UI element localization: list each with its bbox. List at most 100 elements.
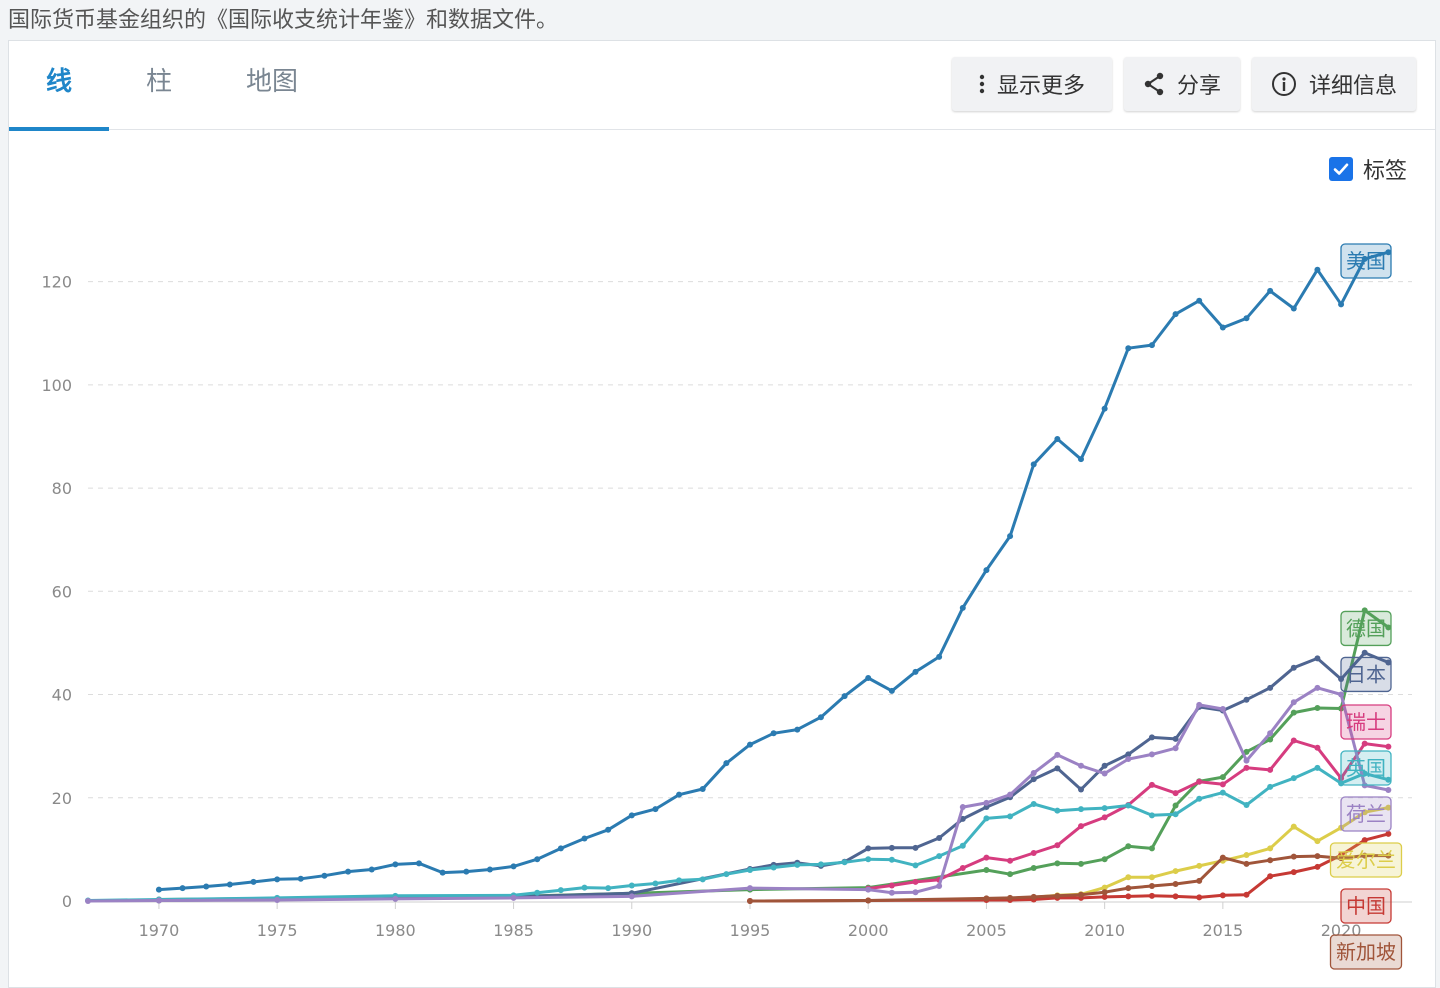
data-point: [1338, 691, 1345, 698]
data-point: [912, 862, 919, 869]
data-point: [155, 886, 162, 893]
data-point: [1314, 704, 1321, 711]
data-point: [1148, 751, 1155, 758]
data-point: [936, 853, 943, 860]
series-label: 荷兰: [1346, 802, 1386, 826]
data-point: [1101, 814, 1108, 821]
data-point: [1101, 856, 1108, 863]
data-point: [747, 867, 753, 874]
series-label-box: [1340, 656, 1392, 693]
data-point: [1314, 764, 1321, 771]
data-point: [912, 889, 919, 896]
tab-bar[interactable]: 柱: [145, 67, 172, 97]
data-point: [1125, 345, 1132, 352]
share-button[interactable]: 分享: [1124, 57, 1240, 111]
data-point: [1078, 891, 1084, 898]
data-point: [1101, 893, 1108, 900]
data-point: [1385, 249, 1392, 256]
data-point: [983, 867, 990, 874]
series-label: 英国: [1346, 756, 1386, 780]
data-point: [983, 895, 990, 902]
labels-toggle[interactable]: 标签: [1328, 153, 1407, 185]
data-point: [747, 885, 753, 892]
data-point: [486, 866, 493, 873]
data-point: [959, 842, 966, 849]
labels-checkbox[interactable]: [1328, 157, 1353, 181]
data-point: [581, 884, 588, 891]
data-point: [1148, 734, 1155, 741]
x-tick-label: 1995: [730, 921, 771, 940]
data-point: [983, 567, 990, 574]
data-point: [1172, 745, 1179, 752]
show-more-button[interactable]: 显示更多: [952, 57, 1112, 111]
share-label: 分享: [1176, 74, 1221, 99]
data-point: [1054, 765, 1061, 772]
data-point: [1101, 405, 1108, 412]
data-point: [1219, 789, 1226, 796]
data-point: [1361, 852, 1368, 859]
data-point: [1054, 436, 1061, 443]
data-point: [1172, 868, 1179, 875]
series-line: [749, 854, 1389, 903]
data-point: [1290, 775, 1297, 782]
data-point: [1054, 892, 1061, 899]
data-point: [1125, 893, 1132, 900]
data-point: [1078, 786, 1084, 793]
series-label-box: [1340, 610, 1392, 647]
data-point: [85, 898, 91, 904]
x-tick-label: 2015: [1202, 921, 1243, 940]
chart-panel: 线 柱 地图 显示更多 分享 详细信息 标签: [8, 40, 1436, 988]
x-tick-label: 1980: [375, 921, 416, 940]
data-point: [747, 898, 753, 904]
data-point: [1219, 854, 1226, 861]
data-point: [1361, 837, 1368, 844]
data-point: [1290, 664, 1297, 671]
data-point: [1172, 893, 1179, 900]
series-line: [158, 250, 1389, 892]
data-point: [1196, 894, 1203, 901]
data-point: [865, 845, 872, 852]
data-point: [817, 861, 824, 868]
data-point: [983, 804, 990, 811]
tab-line[interactable]: 线: [9, 41, 109, 131]
data-point: [297, 875, 304, 882]
data-point: [581, 835, 588, 842]
series-line: [158, 608, 1390, 901]
data-point: [368, 866, 375, 873]
series-label-box: [1340, 243, 1392, 279]
data-point: [1101, 889, 1108, 896]
data-point: [1219, 324, 1226, 331]
data-point: [1219, 892, 1226, 899]
data-point: [699, 876, 706, 883]
data-point: [321, 872, 328, 879]
data-point: [794, 861, 801, 868]
data-point: [1172, 311, 1179, 318]
x-tick-label: 1985: [493, 921, 534, 940]
data-point: [1243, 764, 1250, 771]
data-point: [1196, 778, 1203, 785]
data-point: [1267, 766, 1274, 773]
data-point: [1078, 762, 1084, 769]
data-point: [605, 826, 612, 833]
data-point: [936, 835, 943, 842]
tab-map[interactable]: 地图: [245, 67, 298, 97]
data-point: [1314, 266, 1321, 273]
data-point: [770, 730, 777, 737]
data-point: [1007, 813, 1014, 820]
data-point: [1196, 701, 1203, 708]
data-point: [865, 886, 872, 893]
data-point: [1314, 863, 1321, 870]
data-point: [1290, 305, 1297, 312]
data-point: [1243, 852, 1250, 859]
data-point: [888, 856, 895, 863]
details-button[interactable]: 详细信息: [1252, 57, 1416, 111]
x-tick-label: 1975: [257, 921, 298, 940]
labels-toggle-label: 标签: [1362, 159, 1407, 184]
data-point: [1385, 830, 1392, 837]
data-point: [1007, 857, 1014, 864]
series-label: 中国: [1346, 894, 1386, 918]
data-point: [983, 854, 990, 861]
data-point: [723, 760, 730, 767]
data-point: [817, 714, 824, 721]
